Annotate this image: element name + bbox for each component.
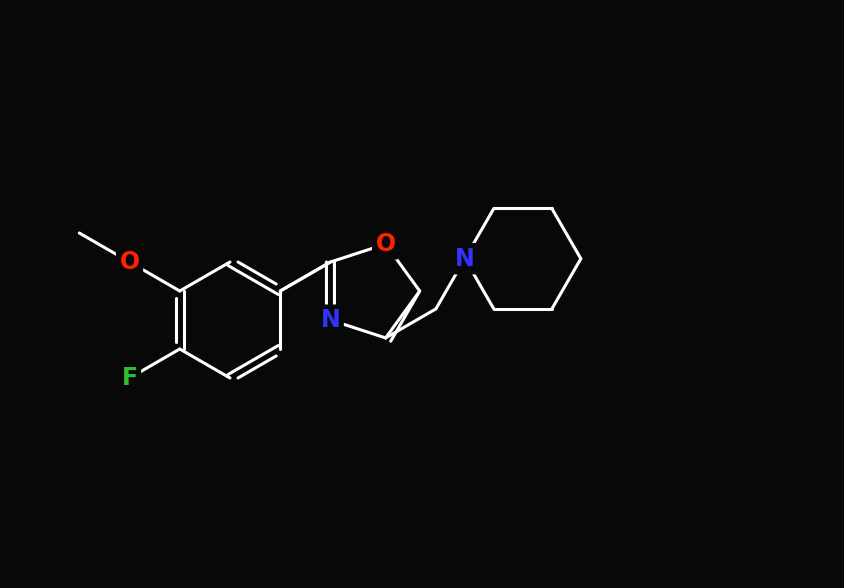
Text: O: O (119, 250, 139, 274)
Text: N: N (454, 247, 474, 270)
Text: O: O (375, 232, 395, 256)
Text: N: N (454, 247, 474, 270)
Text: N: N (320, 308, 340, 332)
Text: F: F (122, 366, 138, 390)
